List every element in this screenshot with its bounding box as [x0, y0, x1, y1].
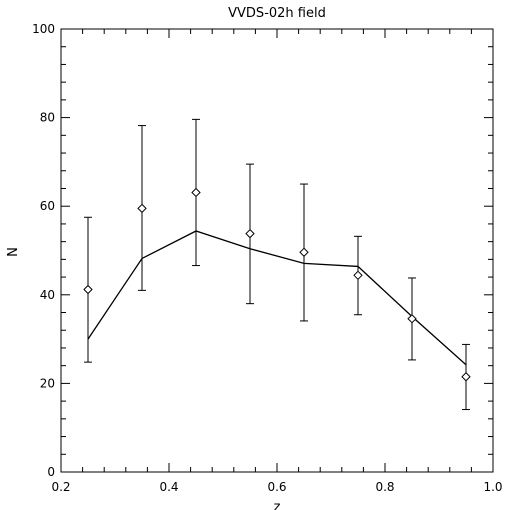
data-point-diamond: [191, 187, 201, 198]
x-tick-label: 0.2: [51, 480, 70, 494]
data-point-diamond: [245, 228, 255, 239]
data-point-diamond: [83, 284, 93, 295]
y-tick-label: 80: [40, 111, 55, 125]
model-line-group: [87, 230, 467, 366]
x-axis-label: z: [274, 500, 281, 510]
data-point-diamond: [353, 270, 363, 281]
data-point-diamond: [461, 372, 471, 382]
error-bars-group: [84, 118, 470, 411]
model-line: [87, 230, 467, 366]
y-tick-label: 40: [40, 288, 55, 302]
data-point-diamond: [137, 203, 147, 214]
x-tick-label: 0.6: [267, 480, 286, 494]
data-points-group: [83, 187, 471, 382]
x-tick-label: 0.8: [375, 480, 394, 494]
x-tick-label: 1.0: [483, 480, 502, 494]
data-point-diamond: [299, 247, 309, 257]
y-axis-label: N: [6, 247, 21, 257]
chart-title: VVDS-02h field: [228, 6, 326, 21]
y-tick-label: 0: [47, 465, 55, 479]
axis-tick-labels: 0.2 0.4 0.6 0.8 1.0 0 20 40 60 80 100: [32, 22, 502, 494]
y-tick-label: 100: [32, 22, 55, 36]
y-tick-label: 20: [40, 376, 55, 390]
axis-ticks: [60, 28, 494, 473]
data-point-diamond: [407, 314, 417, 324]
y-tick-label: 60: [40, 199, 55, 213]
plot-frame: [60, 28, 494, 473]
x-tick-label: 0.4: [159, 480, 178, 494]
